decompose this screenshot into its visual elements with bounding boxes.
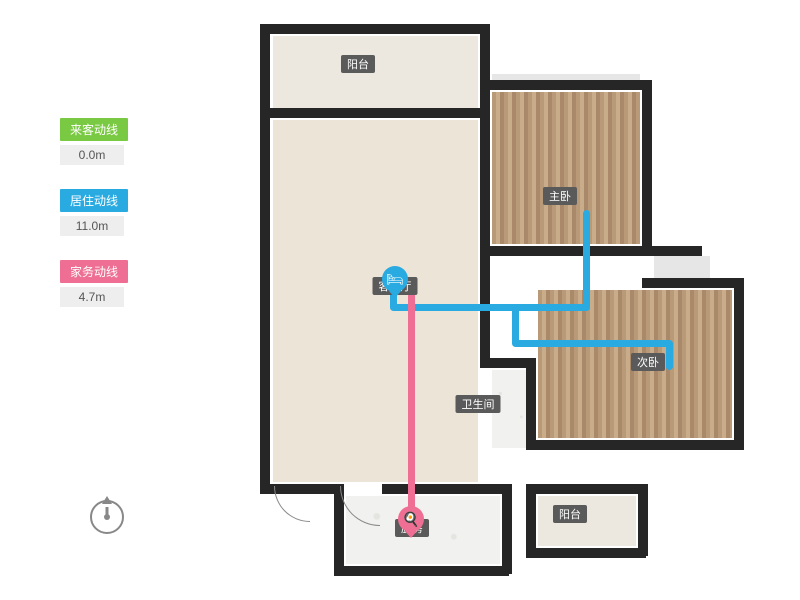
node-cook-icon: 🍳 (398, 506, 424, 532)
legend-value-guest: 0.0m (60, 145, 124, 165)
room-label-master_bed: 主卧 (543, 187, 577, 205)
wall-seg-6 (480, 108, 490, 368)
legend: 来客动线 0.0m 居住动线 11.0m 家务动线 4.7m (60, 118, 128, 331)
legend-value-living: 11.0m (60, 216, 124, 236)
legend-value-chore: 4.7m (60, 287, 124, 307)
living-path-seg-1 (390, 304, 590, 311)
wall-seg-0 (260, 24, 490, 34)
wall-seg-10 (642, 278, 742, 288)
wall-seg-13 (526, 358, 536, 448)
wall-seg-18 (382, 484, 510, 494)
legend-item-guest: 来客动线 0.0m (60, 118, 128, 165)
compass-icon (90, 500, 124, 534)
floor-plan: 阳台客餐厅主卧次卧卫生间厨房阳台🛏🍳 (230, 16, 750, 584)
wall-seg-19 (526, 484, 646, 494)
wall-seg-7 (480, 80, 650, 90)
legend-badge-guest: 来客动线 (60, 118, 128, 141)
wall-seg-3 (260, 108, 270, 488)
wall-seg-9 (480, 246, 650, 256)
legend-badge-living: 居住动线 (60, 189, 128, 212)
legend-badge-chore: 家务动线 (60, 260, 128, 283)
living-path-seg-2 (583, 210, 590, 310)
wall-seg-1 (260, 24, 270, 116)
node-bed-icon: 🛏 (382, 266, 408, 292)
wall-seg-12 (526, 440, 744, 450)
room-label-balcony_top: 阳台 (341, 55, 375, 73)
living-path-seg-4 (512, 340, 672, 347)
chore-path-seg-0 (408, 292, 415, 510)
room-label-bathroom: 卫生间 (456, 395, 501, 413)
wall-seg-16 (334, 566, 509, 576)
wall-seg-21 (526, 548, 646, 558)
living-path-seg-5 (666, 340, 673, 370)
room-label-second_bed: 次卧 (631, 353, 665, 371)
wall-seg-23 (642, 246, 702, 256)
room-master_bed (492, 92, 640, 244)
wall-seg-22 (638, 484, 648, 556)
wall-seg-8 (642, 80, 652, 250)
wall-seg-4 (260, 108, 490, 118)
legend-item-living: 居住动线 11.0m (60, 189, 128, 236)
wall-seg-11 (734, 278, 744, 448)
wall-seg-20 (526, 484, 536, 556)
room-living (273, 120, 478, 482)
room-balcony_top (273, 36, 478, 108)
room-label-balcony_bot: 阳台 (553, 505, 587, 523)
wall-seg-14 (480, 358, 536, 368)
legend-item-chore: 家务动线 4.7m (60, 260, 128, 307)
door-arc-1 (274, 486, 310, 522)
wall-seg-17 (502, 484, 512, 574)
wall-seg-2 (480, 24, 490, 108)
